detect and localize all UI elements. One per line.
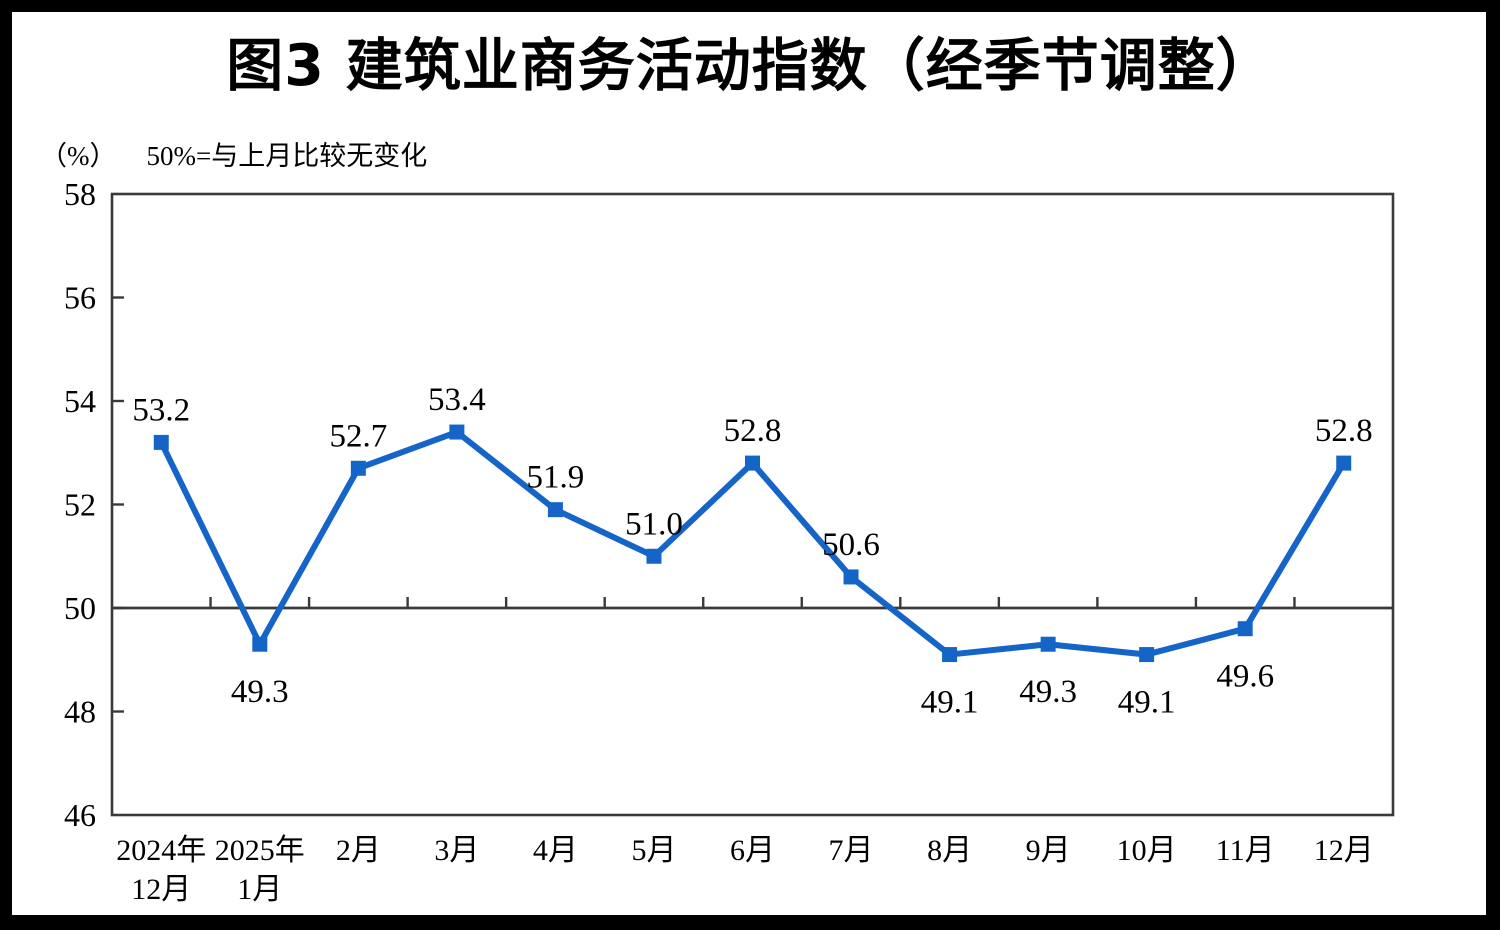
data-point-label: 49.6	[1216, 659, 1274, 695]
x-axis-label: 12月	[1314, 834, 1374, 867]
y-axis-label: 46	[64, 797, 96, 833]
data-point-marker	[646, 548, 662, 564]
x-axis-label: 8月	[927, 834, 972, 867]
x-axis-label: 11月	[1216, 834, 1275, 867]
x-axis-label: 7月	[829, 834, 874, 867]
data-point-label: 53.4	[428, 382, 486, 418]
chart-title: 图3 建筑业商务活动指数（经季节调整）	[226, 33, 1274, 99]
data-point-label: 51.9	[527, 460, 585, 496]
data-point-marker	[1336, 455, 1352, 471]
x-axis-label: 6月	[730, 834, 775, 867]
data-point-label: 53.2	[132, 392, 190, 428]
data-point-marker	[547, 502, 563, 518]
data-point-marker	[350, 460, 366, 476]
data-point-marker	[942, 647, 958, 663]
plot-border	[110, 192, 1395, 817]
data-point-marker	[449, 424, 465, 440]
data-point-marker	[1237, 621, 1253, 637]
data-point-marker	[1139, 647, 1155, 663]
x-axis-label: 3月	[434, 834, 479, 867]
data-point-label: 49.1	[921, 685, 979, 721]
x-axis-label: 2024年 12月	[116, 834, 206, 906]
data-point-label: 49.3	[231, 674, 289, 710]
data-point-label: 52.8	[724, 413, 782, 449]
x-axis-label: 2月	[336, 834, 381, 867]
data-point-marker	[745, 455, 760, 471]
y-axis-label: 56	[64, 280, 96, 316]
data-point-label: 52.7	[329, 418, 387, 454]
data-point-marker	[252, 636, 268, 652]
chart-subtitle: （%） 50%=与上月比较无变化	[40, 134, 427, 173]
data-point-marker	[153, 434, 169, 450]
data-point-marker	[843, 569, 859, 585]
data-point-label: 49.1	[1118, 685, 1176, 721]
x-axis-label: 5月	[631, 834, 676, 867]
data-point-label: 51.0	[625, 506, 683, 542]
data-point-label: 49.3	[1019, 674, 1077, 710]
y-axis-unit-label: （%）	[40, 141, 117, 171]
y-axis-label: 48	[64, 694, 96, 730]
data-point-label: 52.8	[1315, 413, 1373, 449]
y-axis-label: 50	[64, 590, 96, 626]
y-axis-label: 58	[64, 176, 96, 212]
x-axis-label: 10月	[1117, 834, 1177, 867]
data-point-marker	[1040, 636, 1056, 652]
x-axis-label: 9月	[1026, 834, 1071, 867]
x-axis-label: 4月	[533, 834, 578, 867]
y-axis-label: 52	[64, 487, 96, 523]
x-axis-label: 2025年 1月	[215, 834, 305, 906]
reference-note: 50%=与上月比较无变化	[146, 141, 428, 171]
data-point-label: 50.6	[822, 527, 880, 563]
y-axis-label: 54	[64, 383, 96, 419]
